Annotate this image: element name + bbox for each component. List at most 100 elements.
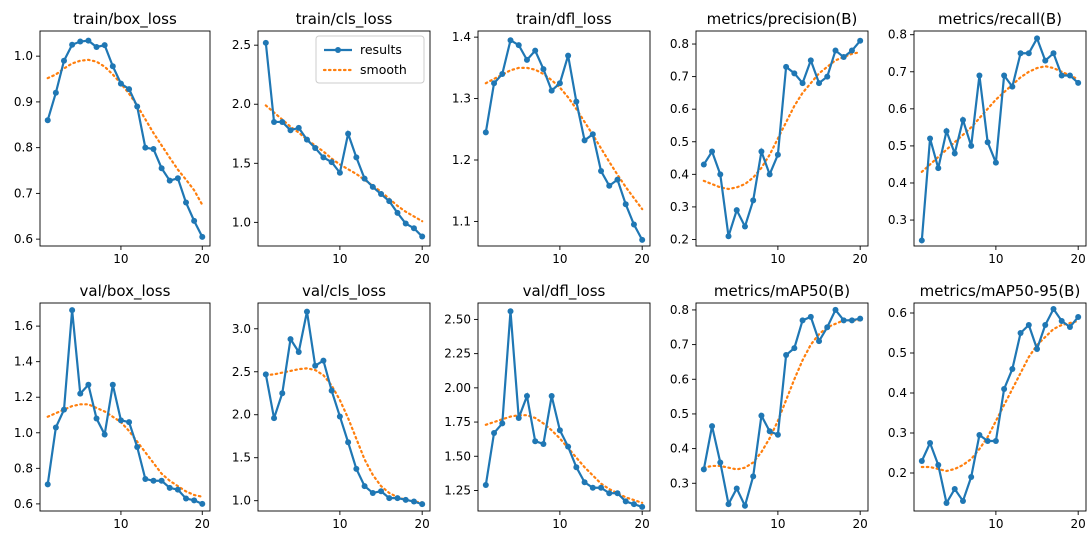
results-point — [183, 495, 190, 502]
results-point — [799, 317, 806, 324]
results-line — [920, 306, 1080, 506]
results-point — [499, 71, 506, 77]
results-line — [46, 39, 204, 238]
results-point — [295, 124, 302, 131]
results-point — [369, 489, 376, 496]
results-point — [287, 336, 294, 343]
results-point — [630, 501, 637, 508]
subplot-5: val/box_loss 0.6 0.8 1.0 1.2 1.4 1.6 10 20 — [14, 282, 211, 531]
y-tick-label: 0.9 — [14, 95, 33, 109]
smooth-line — [484, 414, 644, 504]
results-point — [85, 381, 92, 388]
results-point — [142, 476, 149, 482]
results-point — [700, 466, 707, 473]
y-tick-label: 0.8 — [670, 37, 689, 51]
y-tick-label: 3.0 — [232, 322, 251, 336]
results-point — [199, 233, 206, 240]
results-point — [581, 137, 588, 144]
results-point — [1009, 83, 1016, 90]
results-point — [150, 146, 157, 153]
y-tick-label: 0.5 — [888, 346, 907, 360]
results-point — [117, 80, 124, 87]
results-point — [101, 431, 108, 438]
results-point — [959, 498, 966, 504]
results-point — [491, 80, 498, 87]
results-point — [328, 159, 335, 166]
subplot-3: metrics/precision(B) 0.2 0.3 0.4 0.5 0.6 0.7 0.… — [670, 10, 869, 266]
axes-frame — [39, 302, 211, 512]
results-point — [1050, 50, 1057, 57]
results-point — [791, 345, 798, 352]
subplot-0: train/box_loss 0.6 0.7 0.8 0.9 1.0 10 20 — [14, 10, 211, 266]
y-tick-label: 0.8 — [14, 461, 33, 475]
results-point — [402, 220, 409, 227]
results-point — [709, 148, 716, 155]
axes-frame — [477, 302, 651, 512]
y-tick-label: 0.8 — [14, 141, 33, 155]
results-point — [968, 142, 975, 149]
x-tick-label: 20 — [195, 517, 210, 531]
results-point — [142, 144, 149, 151]
y-tick-label: 1.5 — [232, 156, 251, 170]
results-point — [378, 191, 385, 198]
y-tick-label: 1.5 — [232, 451, 251, 465]
results-point — [1009, 366, 1016, 372]
axes-frame — [39, 30, 211, 247]
results-point — [766, 171, 773, 178]
subplot-1: train/cls_loss 1.0 1.5 2.0 2.5 10 20 results smo… — [232, 10, 431, 266]
results-point — [44, 481, 51, 488]
results-point — [287, 127, 294, 134]
results-point — [606, 182, 613, 189]
results-point — [279, 390, 286, 397]
results-point — [573, 464, 580, 471]
results-point — [1017, 330, 1024, 336]
results-point — [85, 37, 92, 44]
results-point — [320, 154, 327, 161]
subplot-title: train/dfl_loss — [516, 10, 612, 29]
results-point — [824, 73, 831, 80]
axes-frame — [257, 302, 431, 512]
results-point — [394, 209, 401, 216]
results-point — [402, 496, 409, 503]
results-point — [857, 315, 864, 322]
x-tick-label: 10 — [113, 517, 128, 531]
results-point — [419, 501, 426, 508]
x-tick-label: 20 — [853, 517, 868, 531]
subplot-title: metrics/recall(B) — [938, 10, 1062, 28]
axes-frame — [695, 30, 869, 247]
smooth-line — [702, 51, 862, 191]
results-line — [702, 307, 861, 509]
results-point — [410, 498, 417, 505]
legend-results-label: results — [360, 42, 402, 57]
results-point — [791, 70, 798, 77]
results-point — [515, 42, 522, 49]
results-point — [774, 431, 781, 438]
results-point — [984, 139, 991, 146]
results-point — [1001, 72, 1008, 79]
results-point — [532, 438, 539, 445]
results-point — [482, 482, 489, 488]
subplot-title: train/cls_loss — [296, 10, 393, 29]
results-point — [1017, 50, 1024, 57]
smooth-line — [46, 58, 204, 206]
y-tick-label: 0.6 — [670, 102, 689, 116]
results-point — [774, 151, 781, 158]
results-point — [717, 171, 724, 178]
results-point — [807, 313, 814, 320]
smooth-line — [702, 319, 862, 471]
legend-box — [315, 35, 425, 84]
results-point — [328, 387, 335, 394]
y-tick-label: 0.8 — [670, 303, 689, 317]
axes-frame — [695, 302, 869, 512]
results-point — [499, 420, 506, 427]
x-tick-label: 10 — [770, 252, 785, 266]
results-point — [556, 427, 563, 434]
y-tick-label: 0.2 — [670, 232, 689, 246]
y-tick-label: 0.3 — [888, 426, 907, 440]
results-point — [312, 362, 319, 369]
y-tick-label: 0.6 — [14, 232, 33, 246]
y-tick-label: 0.5 — [670, 135, 689, 149]
results-point — [199, 500, 206, 507]
y-tick-label: 2.0 — [232, 97, 251, 111]
